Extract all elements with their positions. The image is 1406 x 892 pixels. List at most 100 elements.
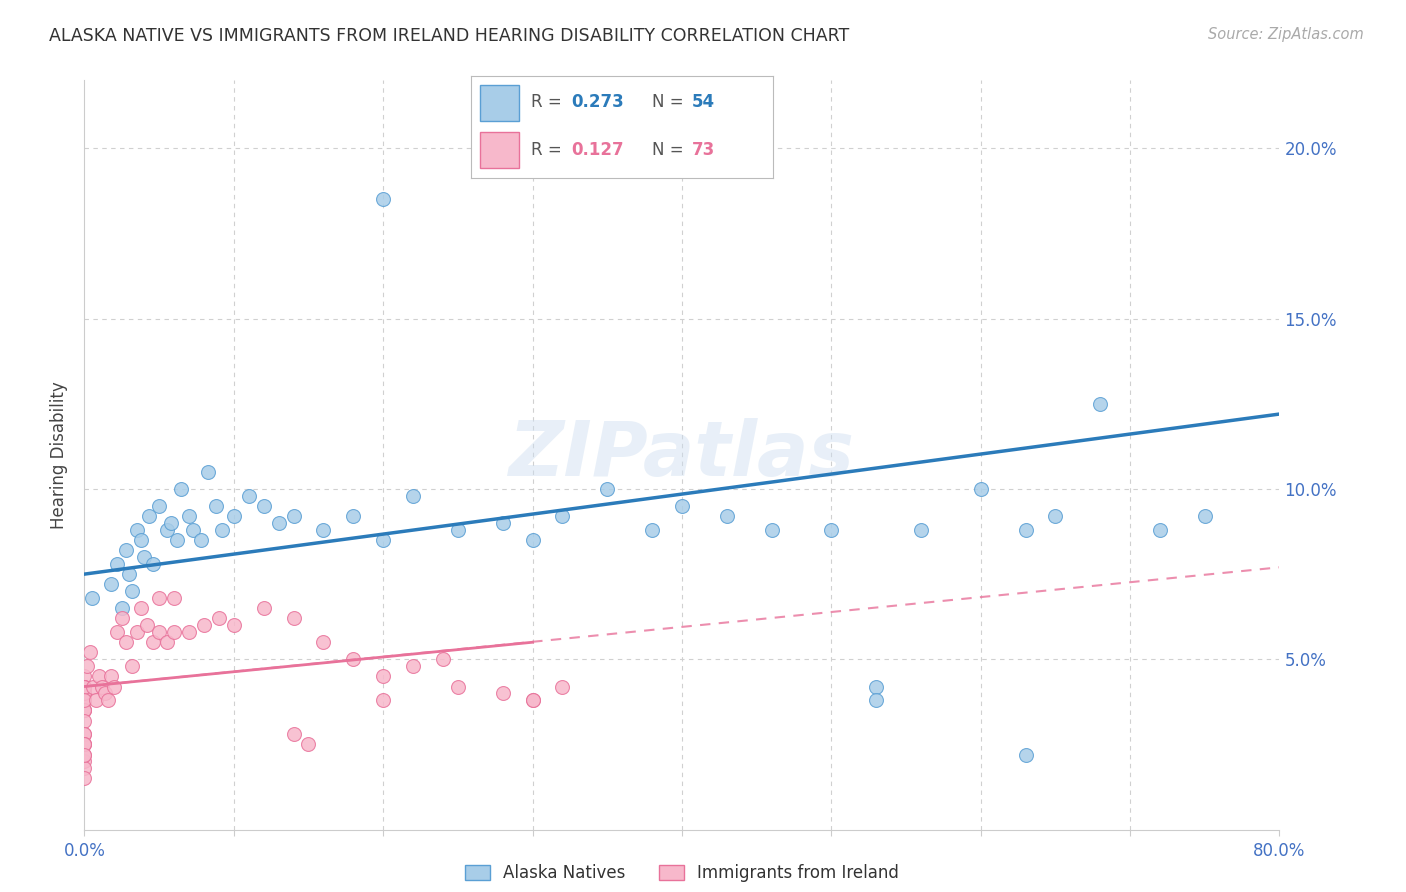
Point bbox=[342, 652, 364, 666]
Point bbox=[73, 686, 96, 700]
Point bbox=[100, 577, 122, 591]
Point bbox=[73, 727, 96, 741]
Point bbox=[91, 680, 114, 694]
Point bbox=[1014, 747, 1036, 762]
Point bbox=[115, 543, 138, 558]
Point bbox=[138, 509, 160, 524]
Point bbox=[253, 499, 276, 513]
Point bbox=[865, 693, 887, 707]
Point bbox=[522, 693, 544, 707]
Point bbox=[222, 618, 245, 632]
Point bbox=[73, 738, 96, 752]
Point bbox=[193, 618, 215, 632]
Point bbox=[155, 523, 177, 537]
Point bbox=[671, 499, 693, 513]
Point bbox=[73, 703, 96, 717]
Legend: Alaska Natives, Immigrants from Ireland: Alaska Natives, Immigrants from Ireland bbox=[458, 857, 905, 888]
Point bbox=[160, 516, 183, 530]
Point bbox=[73, 693, 96, 707]
Point bbox=[73, 693, 96, 707]
Point bbox=[79, 645, 101, 659]
Point bbox=[73, 747, 96, 762]
Point bbox=[73, 703, 96, 717]
Point bbox=[970, 482, 993, 496]
Point bbox=[865, 680, 887, 694]
Point bbox=[73, 738, 96, 752]
Point bbox=[73, 693, 96, 707]
Text: R =: R = bbox=[531, 94, 568, 112]
Point bbox=[82, 680, 104, 694]
Point bbox=[121, 659, 143, 673]
Point bbox=[1045, 509, 1067, 524]
Point bbox=[641, 523, 664, 537]
Point bbox=[73, 680, 96, 694]
Point bbox=[1149, 523, 1171, 537]
Point bbox=[373, 533, 395, 547]
Point bbox=[73, 669, 96, 683]
Point bbox=[163, 591, 186, 605]
Text: Source: ZipAtlas.com: Source: ZipAtlas.com bbox=[1208, 27, 1364, 42]
Point bbox=[94, 686, 117, 700]
Point bbox=[373, 693, 395, 707]
Point bbox=[118, 567, 141, 582]
Point bbox=[166, 533, 188, 547]
Point bbox=[129, 601, 152, 615]
Point bbox=[73, 747, 96, 762]
Point bbox=[148, 591, 170, 605]
Text: 73: 73 bbox=[692, 141, 714, 159]
Point bbox=[73, 738, 96, 752]
Point bbox=[73, 693, 96, 707]
Point bbox=[170, 482, 193, 496]
Point bbox=[190, 533, 212, 547]
Point bbox=[1090, 397, 1112, 411]
Point bbox=[73, 680, 96, 694]
Point bbox=[73, 680, 96, 694]
Text: N =: N = bbox=[652, 94, 689, 112]
Point bbox=[342, 509, 364, 524]
Point bbox=[86, 693, 108, 707]
Point bbox=[97, 693, 120, 707]
Point bbox=[373, 669, 395, 683]
Point bbox=[148, 499, 170, 513]
Point bbox=[105, 557, 128, 571]
Point bbox=[73, 772, 96, 786]
Point bbox=[211, 523, 233, 537]
Point bbox=[105, 625, 128, 640]
Text: 54: 54 bbox=[692, 94, 714, 112]
Point bbox=[197, 465, 219, 479]
Point bbox=[297, 738, 319, 752]
Point bbox=[205, 499, 228, 513]
Point bbox=[142, 635, 165, 649]
Point bbox=[183, 523, 205, 537]
Point bbox=[283, 509, 305, 524]
Point bbox=[73, 693, 96, 707]
Point bbox=[142, 557, 165, 571]
Point bbox=[121, 584, 143, 599]
Point bbox=[492, 686, 515, 700]
Point bbox=[125, 625, 148, 640]
Point bbox=[103, 680, 125, 694]
Text: 0.127: 0.127 bbox=[571, 141, 623, 159]
Text: N =: N = bbox=[652, 141, 689, 159]
Point bbox=[373, 193, 395, 207]
Point bbox=[115, 635, 138, 649]
Point bbox=[73, 727, 96, 741]
Text: 0.273: 0.273 bbox=[571, 94, 623, 112]
Point bbox=[551, 680, 574, 694]
Point bbox=[283, 611, 305, 625]
Point bbox=[253, 601, 276, 615]
Point bbox=[267, 516, 290, 530]
Point bbox=[596, 482, 619, 496]
Point bbox=[111, 601, 134, 615]
Point bbox=[73, 703, 96, 717]
Point bbox=[447, 680, 470, 694]
Text: R =: R = bbox=[531, 141, 568, 159]
Point bbox=[129, 533, 152, 547]
Point bbox=[522, 533, 544, 547]
Point bbox=[312, 635, 335, 649]
Point bbox=[89, 669, 111, 683]
Point bbox=[222, 509, 245, 524]
Point bbox=[111, 611, 134, 625]
Point bbox=[910, 523, 932, 537]
Point bbox=[73, 686, 96, 700]
